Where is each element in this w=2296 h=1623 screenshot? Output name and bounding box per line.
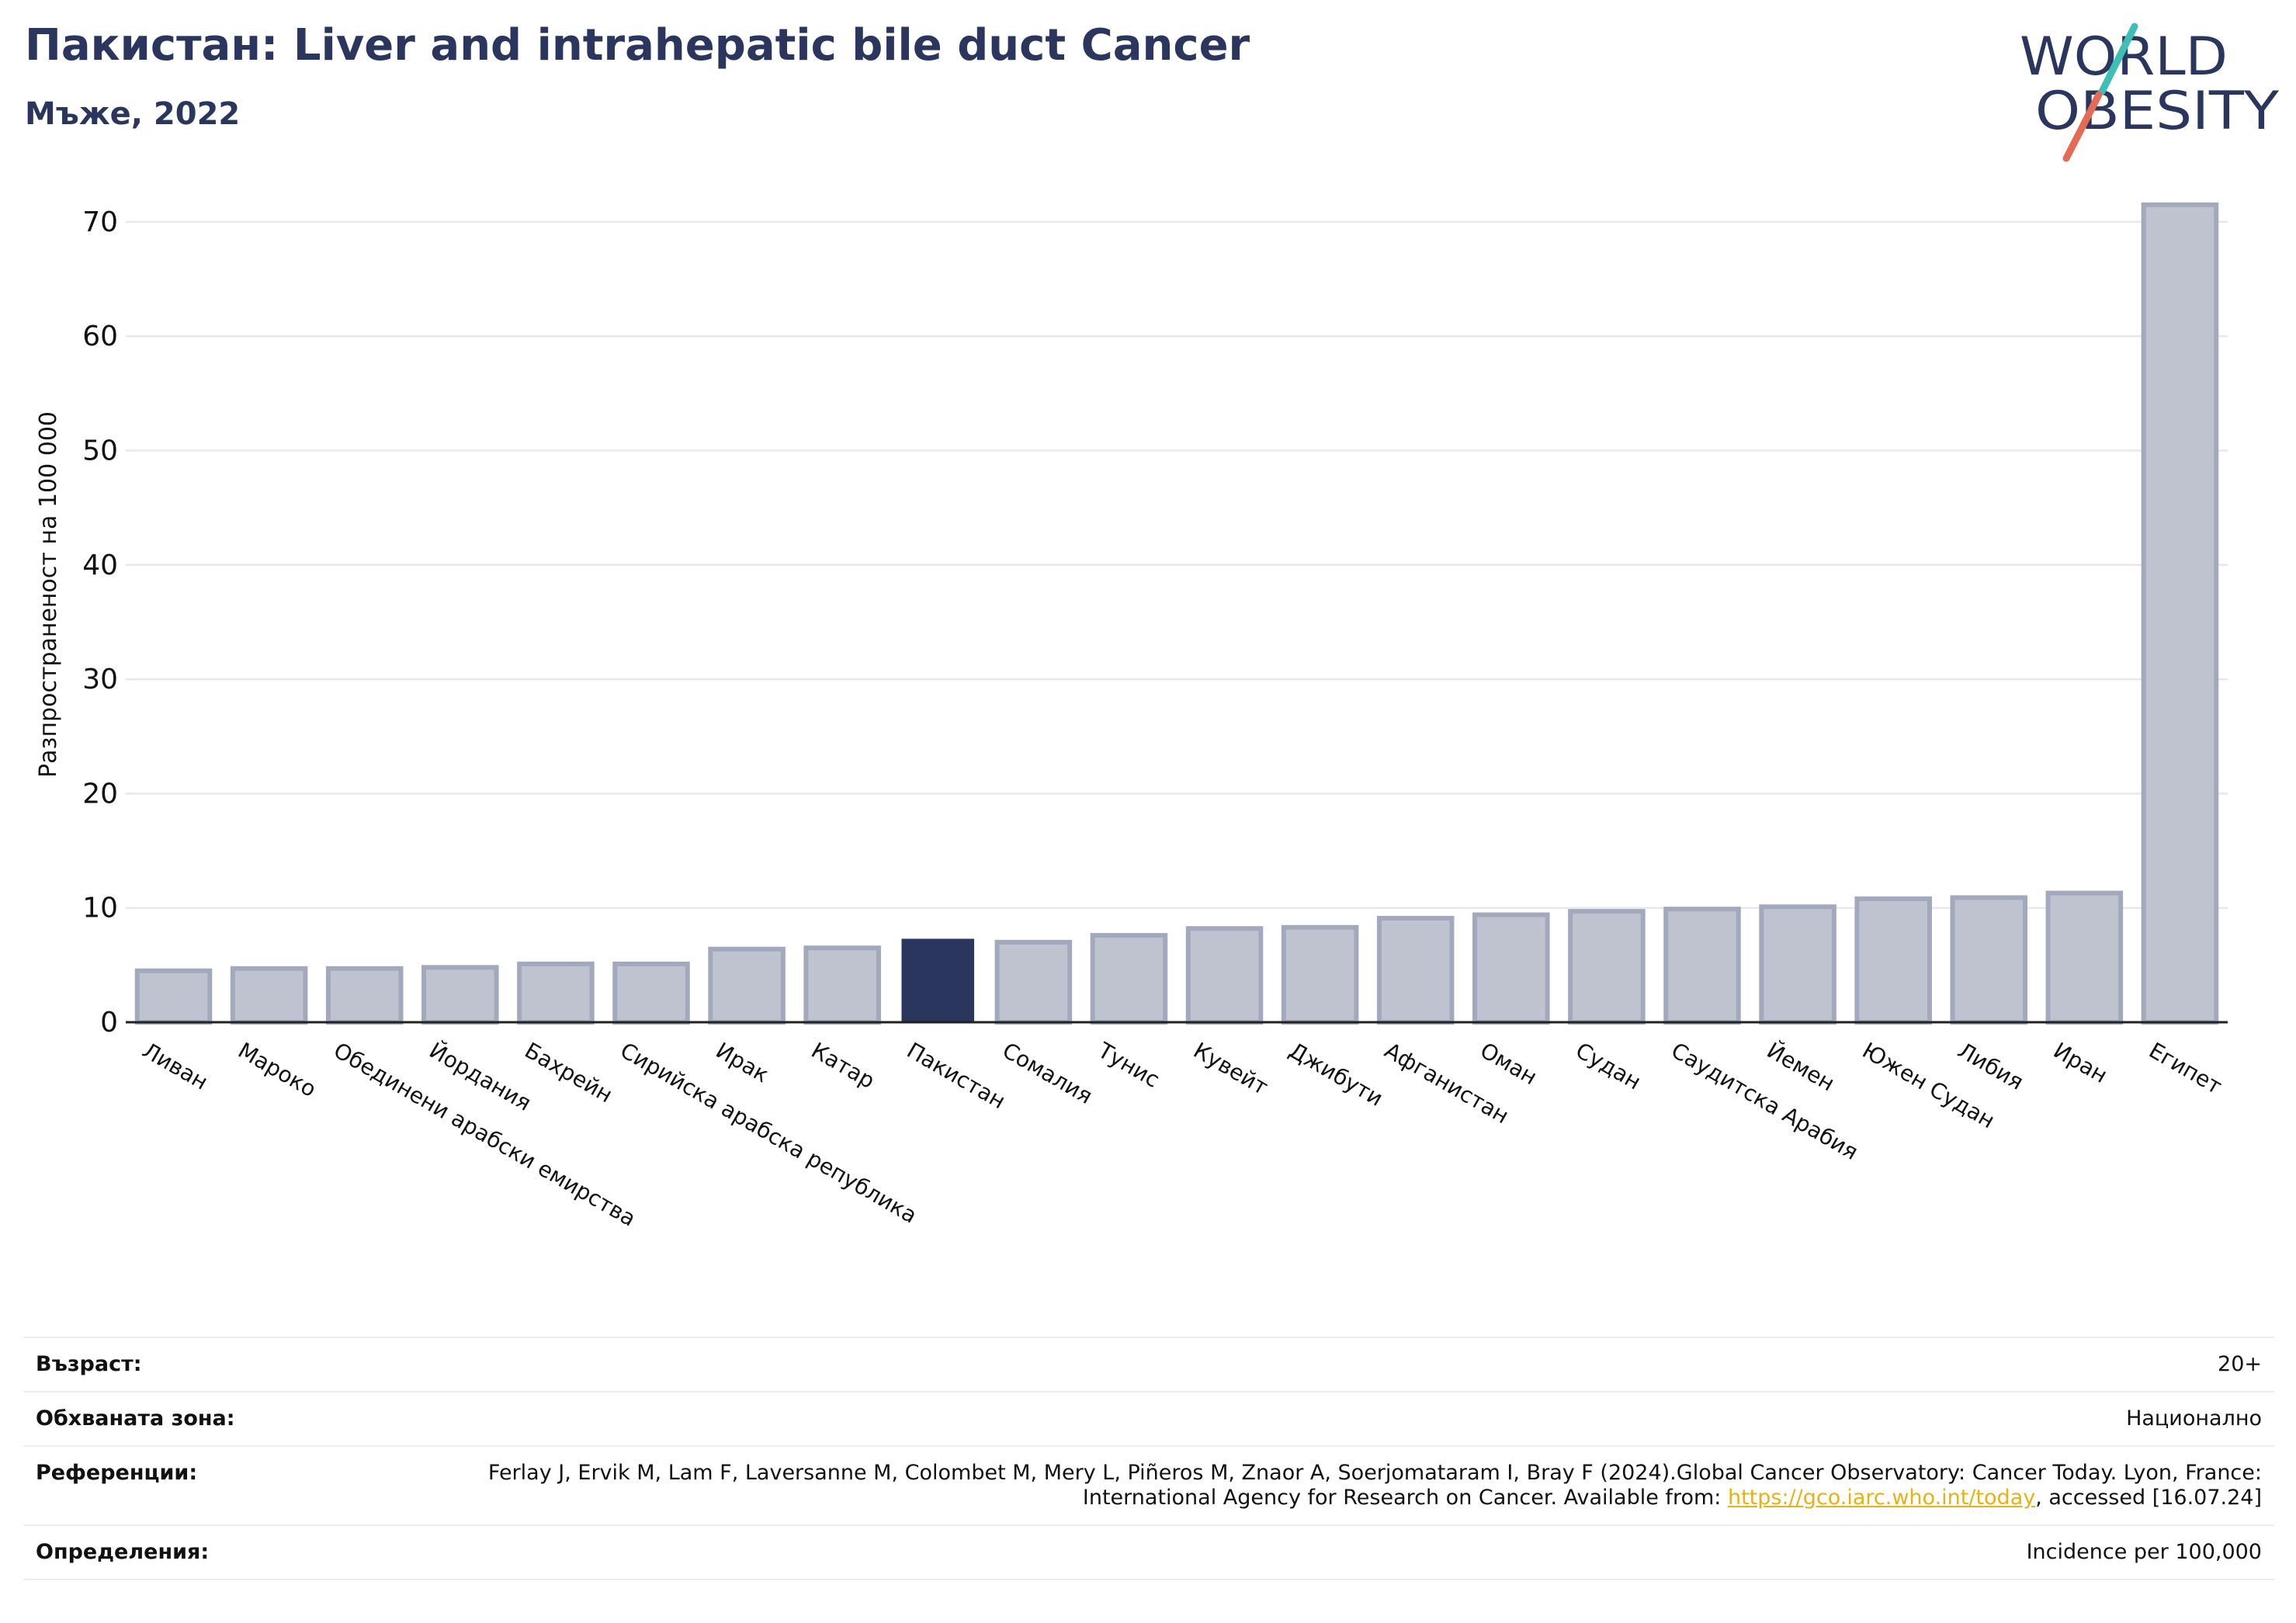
definitions-value: Incidence per 100,000 bbox=[2026, 1540, 2262, 1564]
y-tick-label-2: 20 bbox=[82, 778, 118, 810]
bar-9 bbox=[994, 939, 1073, 1025]
bar-7 bbox=[803, 945, 881, 1025]
x-tick-label-0: Ливан bbox=[138, 1037, 212, 1094]
x-tick-label-1: Мароко bbox=[234, 1037, 321, 1102]
x-tick-label-7: Катар bbox=[807, 1037, 879, 1094]
bar-21 bbox=[2141, 202, 2219, 1025]
definitions-label: Определения: bbox=[36, 1540, 210, 1564]
info-row-definitions: Определения: Incidence per 100,000 bbox=[23, 1524, 2274, 1580]
logo-text-obesity: OBESITY bbox=[2035, 81, 2279, 142]
info-row-references: Референции: Ferlay J, Ervik M, Lam F, La… bbox=[23, 1445, 2274, 1524]
bars bbox=[134, 202, 2219, 1025]
x-tick-label-21: Египет bbox=[2145, 1037, 2226, 1099]
x-tick-label-14: Оман bbox=[1476, 1037, 1542, 1090]
x-tick-label-11: Кувейт bbox=[1189, 1037, 1272, 1100]
area-value: Национално bbox=[2126, 1406, 2262, 1431]
bar-8 bbox=[901, 938, 975, 1022]
references-value: Ferlay J, Ervik M, Lam F, Laversanne M, … bbox=[399, 1461, 2262, 1510]
references-accessed: , accessed [16.07.24] bbox=[2035, 1486, 2262, 1510]
references-label: Референции: bbox=[36, 1461, 198, 1485]
info-row-age: Възраст: 20+ bbox=[23, 1337, 2274, 1391]
x-tick-label-8: Пакистан bbox=[903, 1037, 1010, 1114]
bar-2 bbox=[325, 966, 404, 1025]
x-tick-label-4: Бахрейн bbox=[520, 1037, 616, 1108]
world-obesity-logo: WORLD OBESITY bbox=[2020, 23, 2279, 162]
bar-10 bbox=[1090, 933, 1168, 1025]
bar-0 bbox=[134, 968, 213, 1025]
bar-5 bbox=[612, 961, 690, 1025]
y-tick-label-5: 50 bbox=[82, 435, 118, 467]
x-tick-label-6: Ирак bbox=[712, 1037, 774, 1087]
x-tick-label-17: Йемен bbox=[1763, 1037, 1840, 1097]
age-value: 20+ bbox=[2218, 1352, 2262, 1376]
y-tick-label-3: 30 bbox=[82, 664, 118, 695]
info-table: Възраст: 20+ Обхваната зона: Национално … bbox=[23, 1337, 2274, 1580]
x-tick-label-15: Судан bbox=[1571, 1037, 1645, 1094]
bar-20 bbox=[2045, 890, 2124, 1025]
bar-19 bbox=[1950, 895, 2028, 1025]
y-axis-label: Разпространеност на 100 000 bbox=[35, 411, 62, 778]
y-tick-label-4: 40 bbox=[82, 550, 118, 581]
references-link[interactable]: https://gco.iarc.who.int/today bbox=[1727, 1486, 2036, 1510]
references-text: Ferlay J, Ervik M, Lam F, Laversanne M, … bbox=[487, 1461, 2262, 1510]
bar-4 bbox=[517, 961, 595, 1025]
y-tick-label-6: 60 bbox=[82, 321, 118, 352]
bar-16 bbox=[1663, 907, 1741, 1025]
bar-11 bbox=[1185, 926, 1264, 1025]
bar-15 bbox=[1568, 909, 1646, 1025]
x-tick-label-9: Сомалия bbox=[998, 1037, 1097, 1109]
bar-18 bbox=[1854, 896, 1932, 1025]
age-label: Възраст: bbox=[36, 1352, 142, 1376]
bar-1 bbox=[230, 966, 308, 1025]
logo-slash-teal bbox=[2098, 23, 2138, 95]
bar-14 bbox=[1472, 912, 1550, 1025]
bar-3 bbox=[421, 965, 499, 1025]
x-tick-label-12: Джибути bbox=[1285, 1037, 1387, 1111]
logo-text-world: WORLD bbox=[2020, 26, 2228, 88]
bar-12 bbox=[1281, 924, 1359, 1025]
y-tick-label-7: 70 bbox=[82, 206, 118, 238]
bar-13 bbox=[1376, 915, 1455, 1025]
x-tick-label-20: Иран bbox=[2049, 1037, 2112, 1088]
chart-title: Пакистан: Liver and intrahepatic bile du… bbox=[25, 20, 1250, 71]
chart-subtitle: Мъже, 2022 bbox=[25, 96, 241, 132]
area-label: Обхваната зона: bbox=[36, 1406, 235, 1431]
y-tick-label-0: 0 bbox=[100, 1007, 118, 1039]
x-tick-label-10: Тунис bbox=[1093, 1037, 1164, 1093]
grid-lines bbox=[126, 220, 2228, 909]
y-tick-label-1: 10 bbox=[82, 893, 118, 924]
bar-6 bbox=[708, 946, 786, 1025]
info-row-area: Обхваната зона: Национално bbox=[23, 1391, 2274, 1445]
x-tick-label-19: Либия bbox=[1954, 1037, 2028, 1094]
logo-slash-coral bbox=[2062, 91, 2103, 162]
bar-17 bbox=[1759, 904, 1836, 1025]
